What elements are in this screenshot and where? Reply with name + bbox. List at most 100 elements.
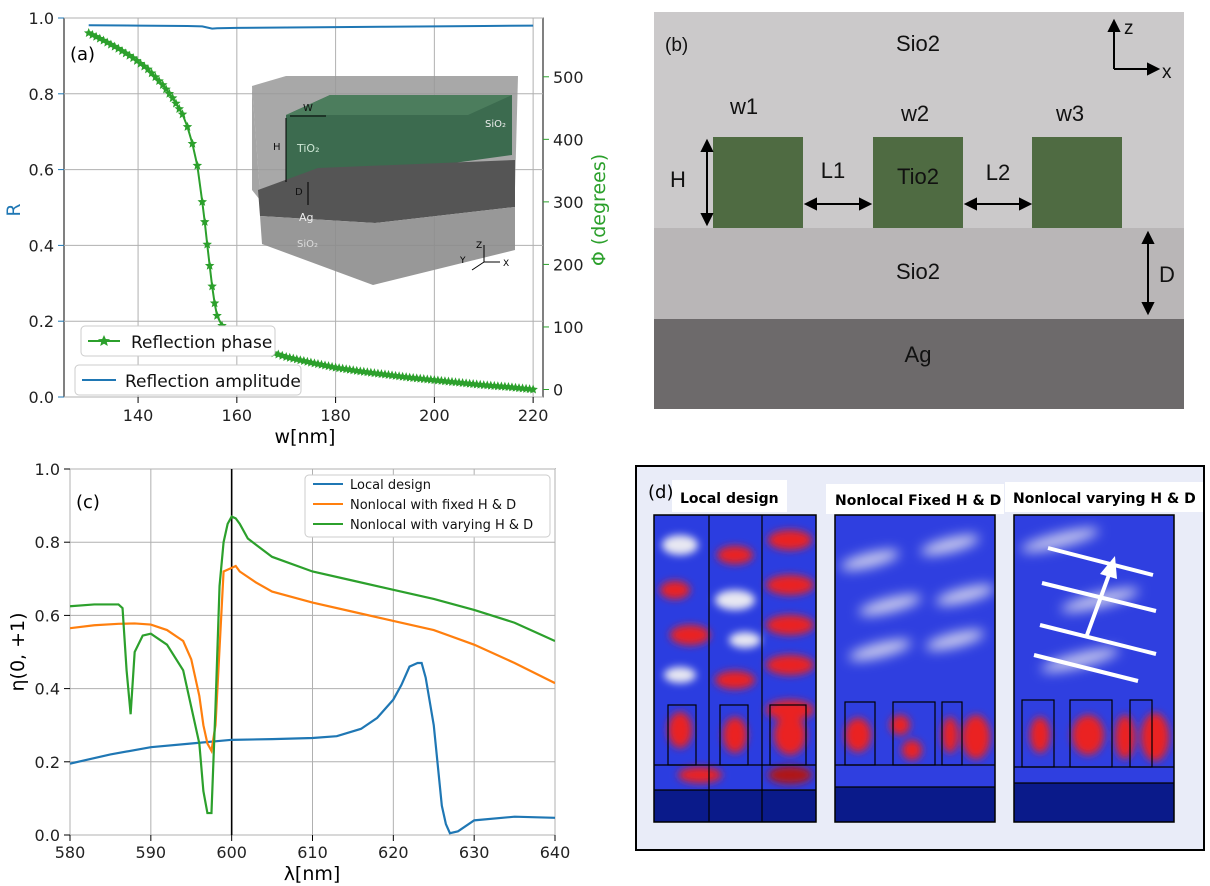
inset-axis-z: Z [476,241,482,251]
panel-b-w1-label: w1 [729,94,758,119]
panel-c-legend-box [304,474,551,538]
panel-c-series [70,469,555,835]
panel-c-xtick-label: 640 [540,843,571,862]
panel-a-ytick-right-label: 400 [553,130,584,149]
phase-point [528,384,538,394]
phase-point [197,196,208,206]
field-map-fixed-waves [840,535,995,661]
panel-c-xtick-label: 610 [297,843,328,862]
title-bg-fixed [826,484,1004,514]
l1-arrow-head-right [859,197,873,211]
panel-b-sio2-middle-layer [654,228,1184,319]
series-line-0 [70,661,555,835]
phase-point [207,281,217,291]
panel-c-ticks: 580 590 600 610 620 630 640 0.0 0.2 0.4 0.6 0.8 1.0 [35,460,571,862]
panel-b-top-layer-label: Sio2 [896,31,940,56]
panel-c-ylabel: η(0, +1) [7,612,29,691]
phase-point [150,72,161,82]
panel-c-xtick-label: 600 [216,843,247,862]
panel-a-xtick-label: 200 [419,406,450,425]
phase-point [204,260,215,270]
legend-amplitude-label: Reflection amplitude [125,372,301,392]
legend-box-amplitude [74,364,302,396]
panel-b-l1-label: L1 [821,158,845,183]
panel-a-xtick-label: 220 [518,406,549,425]
l2-arrow-head-left [963,197,977,211]
inset-sio2-bottom-label: SiO₂ [297,239,318,250]
phase-point [182,121,193,131]
panel-a-label: (a) [70,44,95,65]
series-line-reflection-amplitude [88,24,534,30]
panel-a-xlabel: w[nm] [275,426,336,448]
phase-point [171,98,181,108]
h-arrow-head-bottom [700,213,714,227]
panel-b-schematic: (b) Sio2 Sio2 Ag Tio2 w1 w2 w3 H D L1 L2 [654,12,1184,409]
panel-a-ytick-right-label: 500 [553,68,584,87]
inset-axes-icon: Z X Y [459,241,509,271]
d-arrow-head-bottom [1141,302,1155,316]
panel-a-reflection-chart: W H D TiO₂ Ag SiO₂ SiO₂ Z X Y 140 160 180 2… [3,9,610,448]
panel-b-axis-z: z [1124,18,1134,39]
panel-b-axis-x: x [1162,62,1172,83]
panel-b-l2-label: L2 [986,160,1010,185]
panel-a-ytick-right-label: 300 [553,193,584,212]
series-line-1 [70,564,555,755]
panel-c-ytick-label: 0.4 [35,680,60,699]
phase-point [177,109,188,119]
panel-c-legend-entries: Local design Nonlocal with fixed H & D Non… [313,478,533,533]
panel-c-efficiency-chart: 580 590 600 610 620 630 6400.00.20.40.60.81.0 … [7,460,570,885]
panel-b-axes-icon [1107,18,1161,76]
panel-c-ytick-label: 0.2 [35,753,60,772]
title-bg-local [672,480,787,512]
panel-c-label: (c) [76,492,100,513]
field-map-varying-outlines [1014,699,1174,784]
phase-point [174,103,184,113]
panel-a-ytick-right-label: 0 [553,380,563,399]
panel-c-xtick-label: 590 [136,843,167,862]
panel-c-xtick-label: 630 [459,843,490,862]
panel-a-ytick-left-label: 0.6 [29,161,54,180]
phase-point [154,76,164,86]
panel-d-title-fixed: Nonlocal Fixed H & D [835,493,1001,509]
wavefront-arrow-head [1100,556,1117,579]
inset-axis-y: Y [459,256,466,266]
panel-b-middle-layer-label: Sio2 [896,259,940,284]
panel-a-ytick-left-label: 0.2 [29,312,54,331]
inset-ag-label: Ag [299,211,314,224]
panel-a-ticks: 140 160 180 200 220 0.0 0.2 0.4 0.6 0.8 1.0 0 100 200… [29,9,584,425]
field-map-varying-substrate [1014,783,1174,822]
field-map-fixed-lobes [845,715,990,760]
panel-d-title-local: Local design [680,491,779,507]
panel-c-ytick-label: 0.6 [35,606,60,625]
phase-point [143,64,153,74]
panel-b-ag-layer [654,319,1184,409]
phase-point [199,216,210,226]
panel-c-legend-label: Nonlocal with varying H & D [350,518,533,533]
phase-point [146,68,157,78]
panel-c-ytick-label: 0.8 [35,533,60,552]
panel-c-ytick-label: 1.0 [35,460,60,479]
panel-b-pillar-2 [873,137,963,228]
z-axis-head [1107,18,1121,32]
phase-point [202,239,212,249]
panel-b-h-label: H [670,167,686,192]
h-arrow-head-top [700,138,714,152]
panel-c-legend-label: Nonlocal with fixed H & D [350,498,516,513]
field-map-nonlocal-varying [1014,515,1174,822]
field-map-local-outlines [654,515,816,822]
x-axis-head [1147,62,1161,76]
inset-ag-layer [258,160,515,223]
legend-phase-label: Reflection phase [131,333,272,353]
panel-c-xtick-label: 620 [378,843,409,862]
panel-a-ylabel-right: Φ (degrees) [588,154,610,266]
panel-a-ytick-left-label: 0.8 [29,85,54,104]
field-map-local [654,515,816,822]
panel-b-dimension-arrows [700,138,1155,316]
field-map-varying-lobes [1030,713,1169,761]
field-map-varying-border [1013,514,1175,823]
field-map-fixed-substrate [835,787,995,822]
field-map-nonlocal-fixed [835,515,995,822]
panel-b-d-label: D [1159,262,1175,287]
wavefront-direction-arrow [1085,571,1112,636]
